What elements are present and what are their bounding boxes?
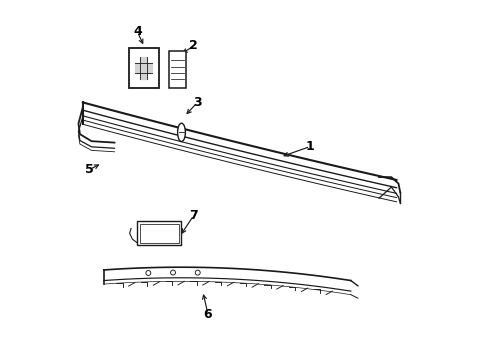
Bar	[128, 48, 159, 88]
Ellipse shape	[177, 123, 185, 141]
Text: 5: 5	[85, 163, 94, 176]
Text: 4: 4	[133, 25, 142, 38]
Text: 3: 3	[193, 96, 202, 109]
Text: 1: 1	[306, 140, 315, 153]
Text: 7: 7	[190, 209, 198, 222]
Text: 2: 2	[190, 40, 198, 53]
Bar	[140, 224, 179, 243]
Bar	[169, 51, 186, 88]
Bar	[137, 221, 181, 245]
Text: 6: 6	[204, 307, 212, 320]
